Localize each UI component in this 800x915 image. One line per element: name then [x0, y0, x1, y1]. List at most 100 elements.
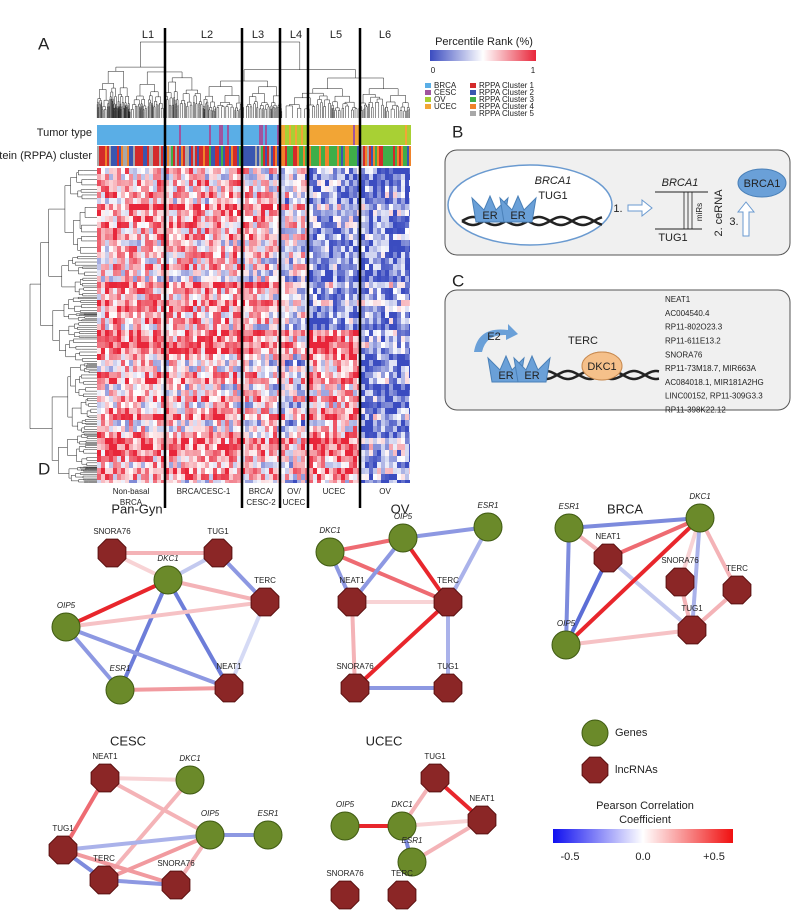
heatmap-cell [325, 294, 329, 300]
heatmap-cell [373, 336, 377, 342]
heatmap-cell [261, 324, 265, 330]
heatmap-cell [325, 342, 329, 348]
heatmap-cell [257, 372, 261, 378]
heatmap-cell [293, 228, 297, 234]
heatmap-cell [281, 186, 285, 192]
heatmap-cell [125, 372, 129, 378]
heatmap-cell [329, 276, 333, 282]
heatmap-cell [385, 444, 389, 450]
rppa-bar [175, 146, 177, 166]
heatmap-cell [309, 318, 313, 324]
heatmap-cell [301, 342, 305, 348]
heatmap-cell [389, 318, 393, 324]
rppa-bar [353, 146, 355, 166]
heatmap-cell [137, 216, 141, 222]
heatmap-cell [253, 276, 257, 282]
heatmap-cell [289, 378, 293, 384]
heatmap-cell [353, 174, 357, 180]
heatmap-cell [169, 174, 173, 180]
heatmap-cell [97, 372, 101, 378]
heatmap-cell [261, 168, 265, 174]
heatmap-cell [289, 210, 293, 216]
heatmap-cell [197, 288, 201, 294]
heatmap-cell [153, 396, 157, 402]
heatmap-cell [337, 168, 341, 174]
heatmap-cell [345, 306, 349, 312]
heatmap-cell [217, 408, 221, 414]
heatmap-cell [137, 318, 141, 324]
heatmap-cell [289, 246, 293, 252]
heatmap-cell [237, 306, 241, 312]
heatmap-cell [365, 222, 369, 228]
rppa-bar [257, 146, 259, 166]
heatmap-cell [173, 204, 177, 210]
heatmap-cell [389, 324, 393, 330]
heatmap-cell [329, 348, 333, 354]
heatmap-cell [313, 312, 317, 318]
heatmap-cell [401, 210, 405, 216]
heatmap-cell [353, 360, 357, 366]
heatmap-cell [249, 366, 253, 372]
heatmap-cell [261, 258, 265, 264]
heatmap-cell [313, 408, 317, 414]
heatmap-cell [137, 168, 141, 174]
heatmap-cell [405, 354, 409, 360]
heatmap-cell [269, 342, 273, 348]
heatmap-cell [353, 258, 357, 264]
heatmap-cell [245, 192, 249, 198]
heatmap-cell [233, 174, 237, 180]
heatmap-cell [333, 186, 337, 192]
heatmap-cell [353, 288, 357, 294]
heatmap-cell [169, 372, 173, 378]
heatmap-cell [157, 444, 161, 450]
heatmap-cell [177, 306, 181, 312]
heatmap-cell [225, 258, 229, 264]
heatmap-cell [185, 474, 189, 480]
lineage-label: L3 [252, 29, 264, 41]
legend-swatch [425, 104, 431, 109]
heatmap-cell [229, 234, 233, 240]
heatmap-cell [101, 180, 105, 186]
heatmap-cell [333, 384, 337, 390]
heatmap-cell [225, 204, 229, 210]
heatmap-cell [141, 186, 145, 192]
heatmap-cell [401, 306, 405, 312]
heatmap-cell [361, 270, 365, 276]
heatmap-cell [129, 240, 133, 246]
heatmap-cell [285, 228, 289, 234]
heatmap-cell [125, 276, 129, 282]
heatmap-cell [353, 216, 357, 222]
heatmap-cell [257, 366, 261, 372]
heatmap-cell [109, 228, 113, 234]
heatmap-cell [365, 264, 369, 270]
lncrna-item: LINC00152, RP11-309G3.3 [665, 392, 763, 401]
heatmap-cell [369, 378, 373, 384]
heatmap-cell [405, 450, 409, 456]
heatmap-cell [189, 414, 193, 420]
heatmap-cell [289, 330, 293, 336]
heatmap-cell [341, 282, 345, 288]
heatmap-cell [101, 264, 105, 270]
heatmap-cell [249, 210, 253, 216]
heatmap-cell [189, 324, 193, 330]
heatmap-cell [221, 168, 225, 174]
heatmap-cell [189, 186, 193, 192]
heatmap-cell [257, 342, 261, 348]
heatmap-cell [401, 390, 405, 396]
heatmap-cell [289, 198, 293, 204]
heatmap-cell [185, 324, 189, 330]
heatmap-cell [169, 450, 173, 456]
heatmap-cell [233, 438, 237, 444]
heatmap-cell [249, 252, 253, 258]
rppa-bar [117, 146, 119, 166]
heatmap-cell [245, 234, 249, 240]
heatmap-cell [133, 384, 137, 390]
heatmap-cell [121, 432, 125, 438]
heatmap-cell [265, 330, 269, 336]
heatmap-cell [133, 432, 137, 438]
heatmap-cell [125, 234, 129, 240]
heatmap-cell [173, 402, 177, 408]
rppa-bar [315, 146, 317, 166]
heatmap-cell [393, 402, 397, 408]
heatmap-cell [361, 432, 365, 438]
